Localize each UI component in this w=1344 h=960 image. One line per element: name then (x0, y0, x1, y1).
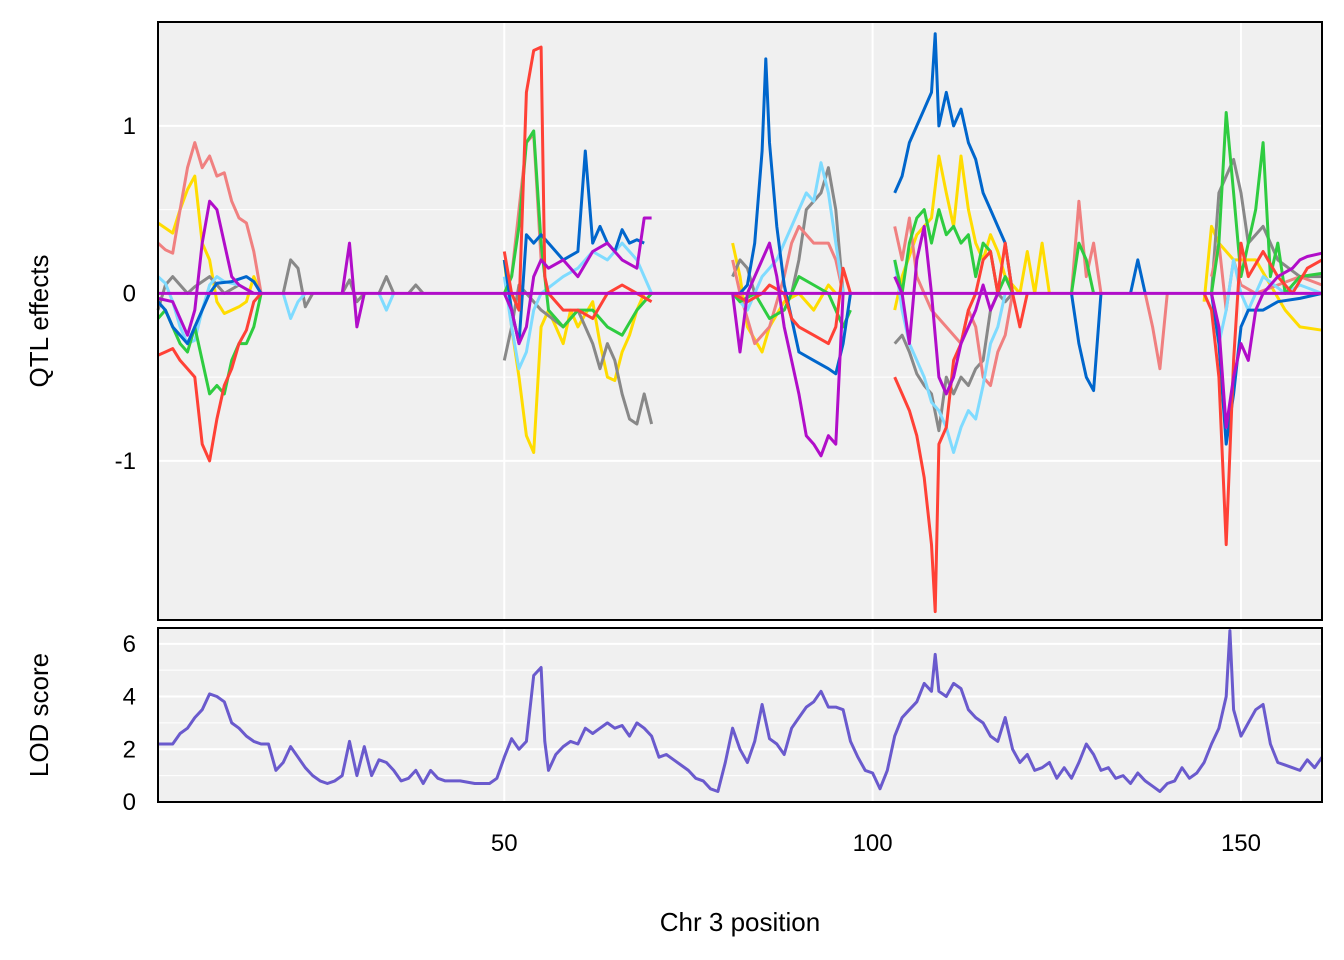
lod-y-axis-title: LOD score (24, 653, 54, 777)
lod-series-lod (158, 629, 1324, 793)
x-axis-title: Chr 3 position (660, 907, 820, 937)
effects-series-b (156, 275, 255, 311)
effects-series-d (281, 292, 307, 320)
lod-panel-border (157, 627, 1323, 803)
effects-panel-border (157, 21, 1323, 621)
lod-y-tick-label: 6 (123, 631, 136, 658)
lod-y-ticks: 0 2 4 6 (123, 631, 136, 816)
x-tick-label: 150 (1221, 830, 1261, 857)
effects-series-d (502, 241, 653, 371)
effects-series-h (1210, 251, 1323, 429)
effects-series-b (731, 258, 757, 294)
effects-y-tick-label: 1 (123, 113, 136, 140)
lod-panel-background (158, 628, 1322, 802)
effects-series-b (407, 283, 425, 295)
effects-series-e (1070, 241, 1096, 294)
effects-series-f (1129, 258, 1147, 294)
effects-series-d (377, 292, 396, 312)
effects-series-h (502, 216, 652, 346)
effects-series-a (502, 259, 646, 454)
effects-y-tick-label: 0 (123, 280, 136, 307)
effects-series-group (156, 32, 1323, 614)
effects-y-ticks: -1 0 1 (115, 113, 136, 475)
effects-series-g (1202, 241, 1323, 547)
effects-series-e (156, 293, 263, 396)
lod-y-tick-label: 0 (123, 789, 136, 816)
effects-series-b (790, 166, 845, 294)
lod-y-tick-label: 2 (123, 736, 136, 763)
effects-series-h (731, 241, 845, 458)
effects-series-h (340, 241, 366, 329)
effects-series-g (893, 241, 1029, 614)
effects-series-g (157, 292, 263, 463)
effects-series-c (1210, 241, 1323, 312)
effects-series-a (1202, 224, 1323, 332)
lod-y-tick-label: 4 (123, 684, 136, 711)
effects-y-axis-title: QTL effects (24, 255, 54, 388)
effects-series-d (731, 161, 845, 312)
effects-series-b (377, 275, 396, 295)
x-tick-label: 50 (491, 830, 518, 857)
effects-series-b (281, 258, 315, 309)
effects-series-a (893, 154, 1051, 311)
effects-series-d (893, 259, 1007, 454)
effects-series-f (156, 275, 263, 346)
x-tick-label: 100 (853, 830, 893, 857)
effects-series-f (1070, 293, 1103, 392)
effects-panel-background (158, 22, 1322, 620)
effects-series-f (502, 149, 645, 346)
effects-y-tick-label: -1 (115, 448, 136, 475)
effects-series-h (157, 199, 255, 337)
effects-series-c (1143, 293, 1169, 371)
effects-series-f (738, 57, 852, 376)
effects-series-c (1070, 199, 1103, 294)
effects-series-c (156, 141, 263, 294)
x-ticks: 50 100 150 (491, 830, 1261, 857)
effects-series-e (502, 129, 653, 337)
effects-series-d (1210, 258, 1323, 346)
effects-series-f (893, 32, 1015, 294)
effects-series-c (731, 224, 845, 346)
lod-series-group (158, 629, 1324, 793)
